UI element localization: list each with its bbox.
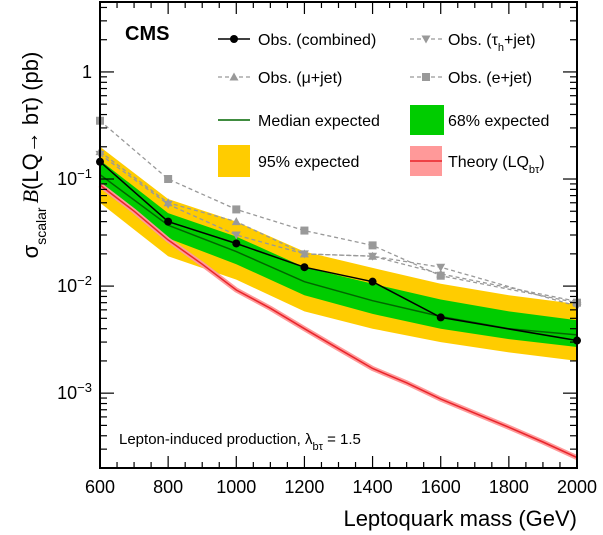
legend-item-band95: 95% expected (218, 145, 359, 177)
experiment-label: CMS (125, 23, 169, 45)
legend-label: Obs. (τh+jet) (448, 32, 536, 54)
obs-tauh-point (368, 252, 378, 261)
legend-marker (421, 35, 431, 44)
tick-labels: 600 800 1000 1200 1400 1600 1800 2000 1 10−1 10−2 1… (57, 62, 597, 497)
x-tick-label: 1400 (353, 477, 393, 497)
x-tick-label: 1000 (216, 477, 256, 497)
y-axis-title: σscalarB(LQ→ bτ) (pb) (18, 52, 49, 259)
obs-tauh-point (163, 200, 173, 209)
y-tick-label: 10−3 (57, 380, 92, 404)
obs-mu-point (231, 217, 241, 226)
legend-label: Obs. (e+jet) (448, 70, 532, 87)
y-tick-label: 1 (82, 62, 92, 82)
x-tick-label: 2000 (557, 477, 597, 497)
legend-label: Median expected (258, 113, 380, 130)
theory-line (99, 184, 578, 459)
legend-item-band68: 68% expected (410, 105, 549, 135)
axis-ticks (99, 2, 578, 469)
legend-marker (229, 72, 239, 81)
legend-label: Obs. (μ+jet) (258, 70, 342, 87)
x-tick-label: 1200 (284, 477, 324, 497)
x-axis-title: Leptoquark mass (GeV) (343, 506, 577, 531)
legend-item-obs-mu: Obs. (μ+jet) (218, 70, 342, 87)
obs-tauh-point (436, 263, 446, 272)
y-tick-label: 10−2 (57, 273, 92, 297)
obs-e-point (368, 241, 377, 250)
y-tick-label: 10−1 (57, 166, 92, 190)
obs-tauh-point (231, 231, 241, 240)
obs-combined-point (300, 263, 309, 272)
x-tick-label: 1600 (421, 477, 461, 497)
x-tick-label: 1800 (489, 477, 529, 497)
legend-item-obs-tauh: Obs. (τh+jet) (410, 32, 536, 54)
legend-item-theory: Theory (LQbτ) (410, 146, 545, 176)
legend-item-obs-combined: Obs. (combined) (218, 32, 376, 49)
obs-combined-point (436, 313, 445, 322)
legend-item-obs-e: Obs. (e+jet) (410, 70, 532, 87)
x-tick-label: 800 (153, 477, 183, 497)
obs-mu-point (436, 269, 446, 278)
production-annotation: Lepton-induced production, λbτ = 1.5 (119, 431, 361, 453)
legend-swatch (410, 105, 444, 135)
obs-e-point (164, 175, 173, 184)
obs-combined-point (164, 217, 173, 226)
theory-curve (98, 183, 579, 460)
obs-combined-point (232, 239, 241, 248)
legend-label: 68% expected (448, 113, 549, 130)
legend-label: 95% expected (258, 154, 359, 171)
obs-e-point (232, 205, 241, 214)
x-tick-label: 600 (85, 477, 115, 497)
obs-combined-point (368, 277, 377, 286)
legend-swatch (218, 145, 250, 177)
band-68-expected (100, 160, 577, 347)
legend-marker (230, 35, 238, 43)
obs-tauh-point (299, 250, 309, 259)
legend-label: Obs. (combined) (258, 32, 376, 49)
legend-label: Theory (LQbτ) (448, 154, 545, 176)
obs-e-point (300, 226, 309, 235)
legend-marker (422, 73, 430, 81)
legend-item-median: Median expected (218, 113, 380, 130)
legend: Obs. (combined) Obs. (τh+jet) Obs. (μ+jet)… (218, 32, 549, 177)
